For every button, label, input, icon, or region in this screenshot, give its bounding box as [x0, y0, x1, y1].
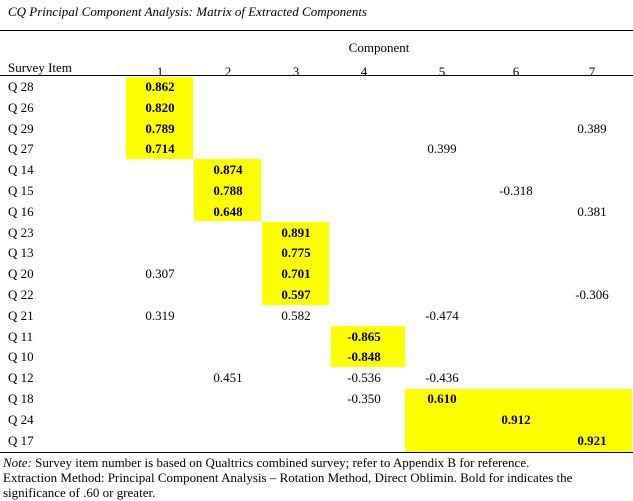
highlight-component-1: [126, 77, 193, 159]
loading-cell: 0.597: [281, 287, 311, 302]
loading-cell: 0.714: [145, 141, 175, 157]
loading-cell: 0.381: [577, 203, 607, 219]
loading-cell: 0.701: [281, 266, 311, 282]
loading-cell: 0.921: [577, 432, 607, 448]
bottom-rule: [0, 452, 633, 453]
row-item-label: Q 14: [8, 162, 34, 178]
note-label: Note:: [3, 455, 32, 470]
row-item-label: Q 21: [8, 307, 34, 323]
column-header-3: 3: [292, 64, 300, 79]
loading-cell: 0.307: [145, 266, 175, 282]
row-item-label: Q 28: [8, 79, 34, 94]
loading-cell: 0.788: [213, 183, 243, 198]
row-item-label: Q 17: [8, 432, 34, 448]
column-header-6: 6: [512, 64, 520, 79]
loading-cell: 0.789: [145, 120, 175, 136]
column-header-4: 4: [360, 64, 368, 79]
loading-cell: -0.306: [575, 287, 609, 302]
loading-cell: 0.874: [213, 162, 243, 178]
loading-cell: 0.582: [281, 307, 311, 323]
note-line: Note: Survey item number is based on Qua…: [3, 455, 631, 470]
row-item-label: Q 13: [8, 245, 34, 261]
loading-cell: 0.912: [501, 411, 531, 427]
table-title: CQ Principal Component Analysis: Matrix …: [8, 4, 368, 19]
loading-cell: 0.451: [213, 370, 243, 386]
highlight-component-4: [331, 326, 405, 367]
row-item-label: Q 16: [8, 203, 34, 219]
loading-cell: -0.318: [499, 183, 533, 198]
row-item-label: Q 12: [8, 370, 34, 386]
survey-item-header: Survey Item: [8, 60, 72, 75]
loading-cell: -0.865: [347, 328, 381, 344]
table-notes: Note: Survey item number is based on Qua…: [3, 455, 631, 500]
row-item-label: Q 29: [8, 120, 34, 136]
row-item-label: Q 23: [8, 224, 34, 240]
row-item-label: Q 10: [8, 349, 34, 365]
highlight-component-2: [194, 159, 261, 221]
note-text: Survey item number is based on Qualtrics…: [31, 455, 530, 470]
row-item-label: Q 20: [8, 266, 34, 282]
loading-cell: -0.436: [425, 370, 459, 386]
header-rule: [0, 75, 633, 76]
loading-cell: -0.350: [347, 391, 381, 406]
loading-cell: -0.536: [347, 370, 381, 386]
component-header: Component: [348, 40, 410, 55]
loading-cell: 0.775: [281, 245, 311, 261]
extraction-line: Extraction Method: Principal Component A…: [3, 470, 573, 500]
row-item-label: Q 22: [8, 287, 34, 302]
row-item-label: Q 15: [8, 183, 34, 198]
loading-cell: 0.820: [145, 99, 175, 115]
row-item-label: Q 27: [8, 141, 34, 157]
loading-cell: -0.848: [347, 349, 381, 365]
highlight-component-3: [262, 222, 329, 305]
row-item-label: Q 26: [8, 99, 34, 115]
top-rule: [0, 30, 633, 31]
column-header-5: 5: [438, 64, 446, 79]
loading-cell: 0.891: [281, 224, 311, 240]
loading-cell: -0.474: [425, 307, 459, 323]
column-header-1: 1: [156, 64, 164, 79]
column-header-7: 7: [588, 64, 596, 79]
row-item-label: Q 18: [8, 391, 34, 406]
loading-cell: 0.610: [427, 391, 457, 406]
loading-cell: 0.862: [145, 79, 175, 94]
highlight-components-5-7: [405, 389, 632, 452]
column-header-2: 2: [224, 64, 232, 79]
loading-cell: 0.319: [145, 307, 175, 323]
loading-cell: 0.648: [213, 203, 243, 219]
loading-cell: 0.389: [577, 120, 607, 136]
row-item-label: Q 11: [8, 328, 34, 344]
row-item-label: Q 24: [8, 411, 34, 427]
loading-cell: 0.399: [427, 141, 457, 157]
